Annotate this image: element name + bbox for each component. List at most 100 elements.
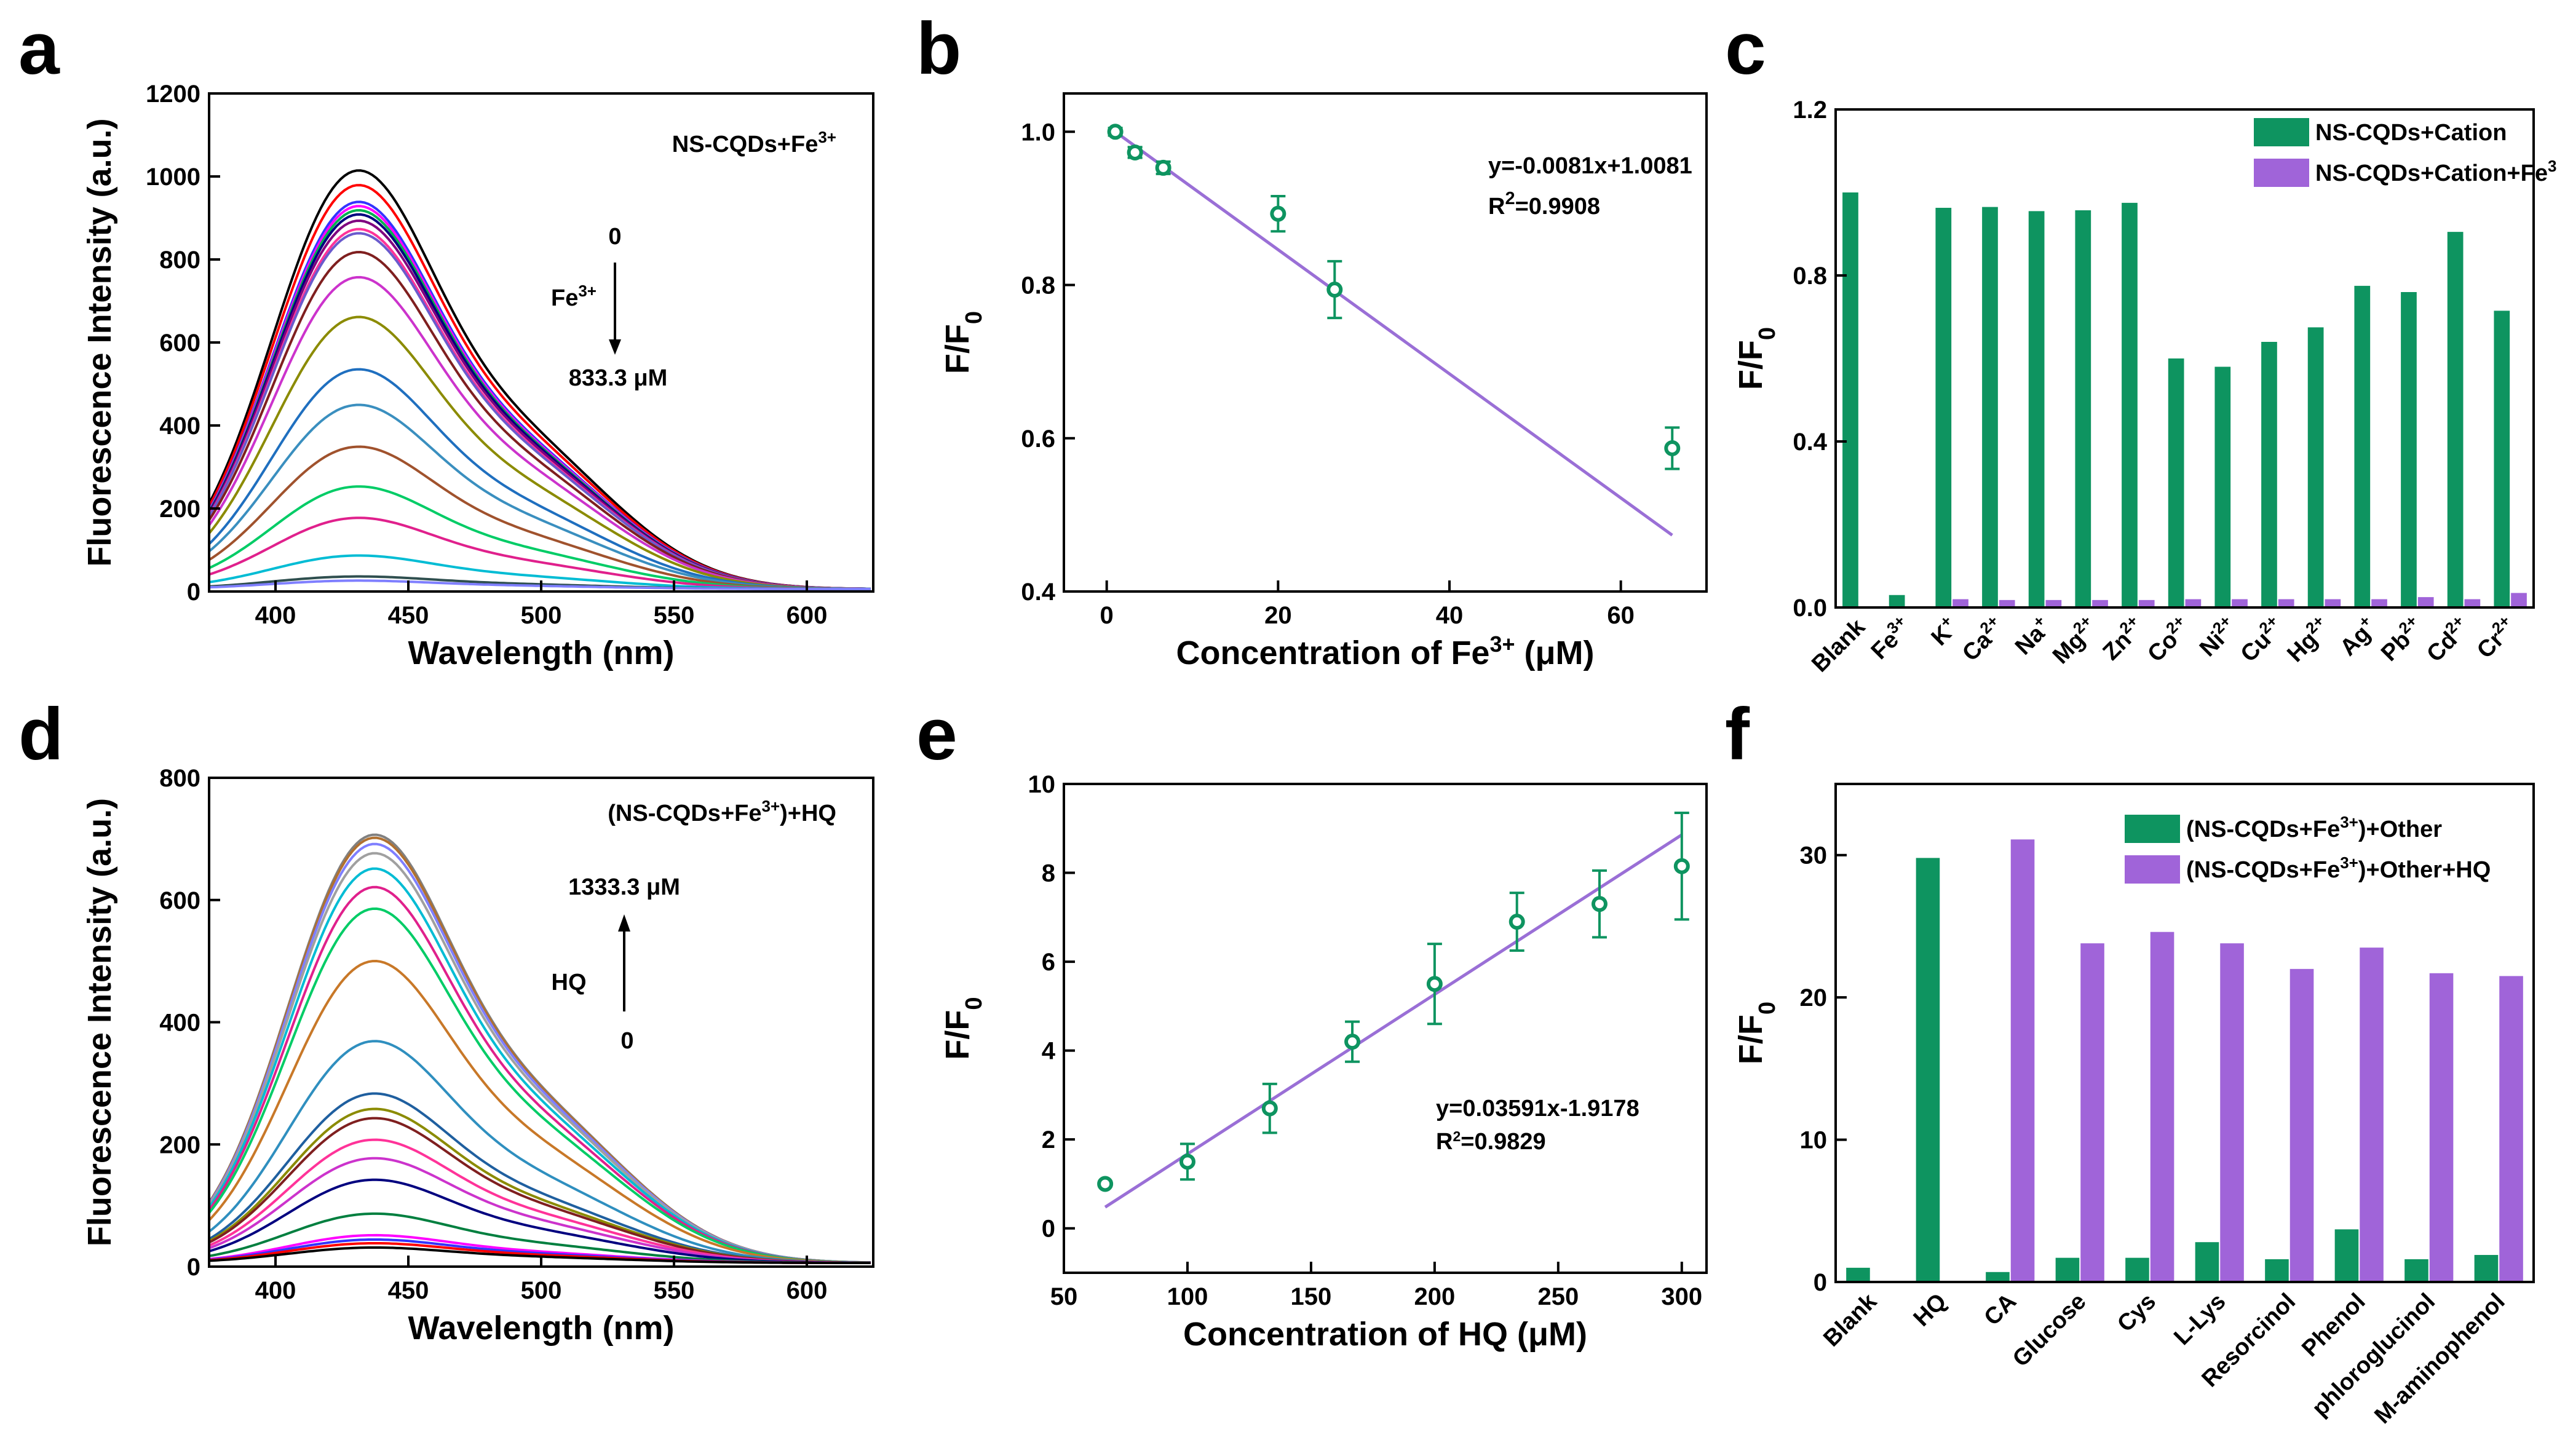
equation-b: y=-0.0081x+1.0081 [1488, 153, 1692, 179]
legend-text-d: (NS-CQDs+Fe3+)+HQ [608, 797, 836, 826]
y-tick-label-f-2: 20 [1800, 984, 1828, 1011]
legend-text-a: NS-CQDs+Fe3+ [672, 128, 836, 157]
panel-a: a 0 200 400 600 800 1000 1200 400 450 500 550 600 Wav… [18, 7, 874, 671]
panel-letter-d: d [18, 693, 63, 775]
legend-swatch-f-0 [2125, 815, 2180, 843]
r-squared-b: R2=0.9908 [1488, 189, 1600, 220]
x-tick-label-a-1: 450 [388, 602, 429, 629]
bar-c-s0-13 [2447, 232, 2464, 607]
x-tick-label-d-0: 400 [255, 1277, 296, 1304]
x-axis-title-a: Wavelength (nm) [408, 635, 674, 671]
spectra-a [209, 169, 871, 590]
bar-c-s0-11 [2354, 285, 2371, 607]
data-point-e-2 [1261, 1100, 1278, 1117]
panel-letter-c: c [1725, 7, 1766, 90]
category-label-c-10: Hg2+ [2280, 611, 2336, 667]
data-point-b-1 [1127, 144, 1143, 160]
y-axis-title-f: F/F0 [1732, 1002, 1780, 1064]
y-tick-label-c-0: 0.0 [1793, 595, 1827, 622]
x-tick-label-b-1: 20 [1264, 602, 1292, 629]
spectrum-d-6 [209, 907, 871, 1264]
y-tick-label-e-2: 4 [1042, 1038, 1056, 1065]
category-label-f-3: Glucose [2008, 1289, 2091, 1372]
bar-f-s1-3 [2080, 943, 2104, 1282]
bar-f-s0-3 [2055, 1257, 2080, 1282]
bar-c-s1-5 [2092, 599, 2108, 607]
category-label-f-1: HQ [1909, 1289, 1952, 1332]
y-tick-label-d-1: 200 [159, 1131, 200, 1158]
bar-f-s0-4 [2125, 1257, 2149, 1282]
category-label-f-4: Cys [2112, 1289, 2161, 1337]
category-label-c-7: Co2+ [2140, 611, 2196, 667]
y-tick-label-e-1: 2 [1042, 1126, 1055, 1153]
x-tick-label-d-4: 600 [787, 1277, 828, 1304]
category-label-c-11: Ag+ [2333, 611, 2382, 660]
category-label-c-3: Ca2+ [1955, 611, 2010, 666]
arrow-head-a [609, 339, 621, 355]
y-tick-label-d-2: 400 [159, 1010, 200, 1037]
fit-line-b [1114, 130, 1673, 537]
y-tick-label-b-1: 0.6 [1021, 425, 1055, 453]
legend-label-f-1: (NS-CQDs+Fe3+)+Other+HQ [2186, 853, 2491, 883]
bar-c-s0-4 [2028, 211, 2045, 607]
y-tick-label-e-3: 6 [1042, 949, 1055, 976]
arrow-head-d [618, 914, 630, 932]
legend-swatch-f-1 [2125, 855, 2180, 884]
data-point-b-5 [1664, 440, 1681, 456]
x-tick-label-e-1: 100 [1167, 1283, 1208, 1310]
category-label-f-0: Blank [1818, 1288, 1882, 1351]
y-axis-title-d: Fluorescence Intensity (a.u.) [81, 798, 118, 1246]
bar-f-s0-0 [1846, 1267, 1870, 1282]
x-tick-label-a-4: 600 [787, 602, 828, 629]
y-tick-label-c-3: 1.2 [1793, 97, 1827, 124]
category-label-f-2: CA [1980, 1289, 2022, 1331]
bar-f-s1-2 [2010, 839, 2035, 1282]
bar-f-s1-6 [2289, 968, 2314, 1282]
data-point-e-5 [1508, 914, 1525, 930]
spectrum-a-19 [209, 579, 871, 590]
plot-frame-f [1834, 783, 2535, 1283]
bar-c-s1-10 [2325, 599, 2341, 607]
bar-f-s0-1 [1916, 858, 1940, 1282]
x-axis-title-e: Concentration of HQ (μM) [1183, 1316, 1587, 1353]
x-tick-label-a-2: 500 [521, 602, 562, 629]
bar-c-s1-12 [2417, 597, 2434, 607]
x-tick-label-a-0: 400 [255, 602, 296, 629]
spectrum-a-2 [209, 200, 871, 590]
y-tick-label-b-2: 0.8 [1021, 272, 1055, 299]
y-tick-label-b-3: 1.0 [1021, 119, 1055, 146]
bar-f-s1-9 [2499, 976, 2523, 1282]
bar-c-s0-10 [2307, 327, 2324, 607]
y-tick-label-f-3: 30 [1800, 842, 1828, 869]
y-tick-label-a-0: 0 [187, 579, 200, 606]
arrow-end-label-d: 1333.3 μM [568, 874, 680, 900]
equation-e: y=0.03591x-1.9178 [1436, 1096, 1639, 1122]
x-axis-title-b: Concentration of Fe3+ (μM) [1176, 631, 1594, 672]
y-tick-label-b-0: 0.4 [1021, 579, 1055, 606]
bar-c-s0-3 [1982, 207, 1998, 607]
panel-b: b 0.4 0.6 0.8 1.0 0 20 40 60 y=-0.0081x+1.0081 R2=… [916, 7, 1708, 672]
bar-c-s0-6 [2122, 202, 2138, 607]
legend-label-c-1: NS-CQDs+Cation+Fe3+ [2315, 157, 2557, 186]
spectrum-a-9 [209, 250, 871, 590]
y-axis-title-c: F/F0 [1732, 327, 1780, 390]
bar-f-s1-5 [2220, 943, 2244, 1282]
legend-swatch-c-0 [2254, 118, 2309, 146]
spectrum-a-12 [209, 368, 871, 590]
category-label-c-14: Cr2+ [2470, 611, 2522, 663]
spectrum-a-15 [209, 485, 871, 590]
bar-c-s1-9 [2278, 599, 2294, 607]
category-label-c-0: Blank [1807, 614, 1870, 677]
data-point-e-3 [1344, 1034, 1361, 1050]
bar-c-s0-5 [2075, 210, 2091, 607]
bar-c-s0-14 [2494, 311, 2510, 607]
y-tick-label-e-4: 8 [1042, 860, 1055, 887]
spectrum-d-19 [209, 1246, 871, 1264]
legend-swatch-c-1 [2254, 159, 2309, 187]
x-tick-label-e-3: 200 [1414, 1283, 1456, 1310]
plot-frame-e [1063, 783, 1708, 1274]
bar-f-s0-7 [2334, 1229, 2359, 1282]
bar-c-s1-4 [2045, 599, 2062, 607]
bar-c-s0-2 [1935, 207, 1952, 608]
